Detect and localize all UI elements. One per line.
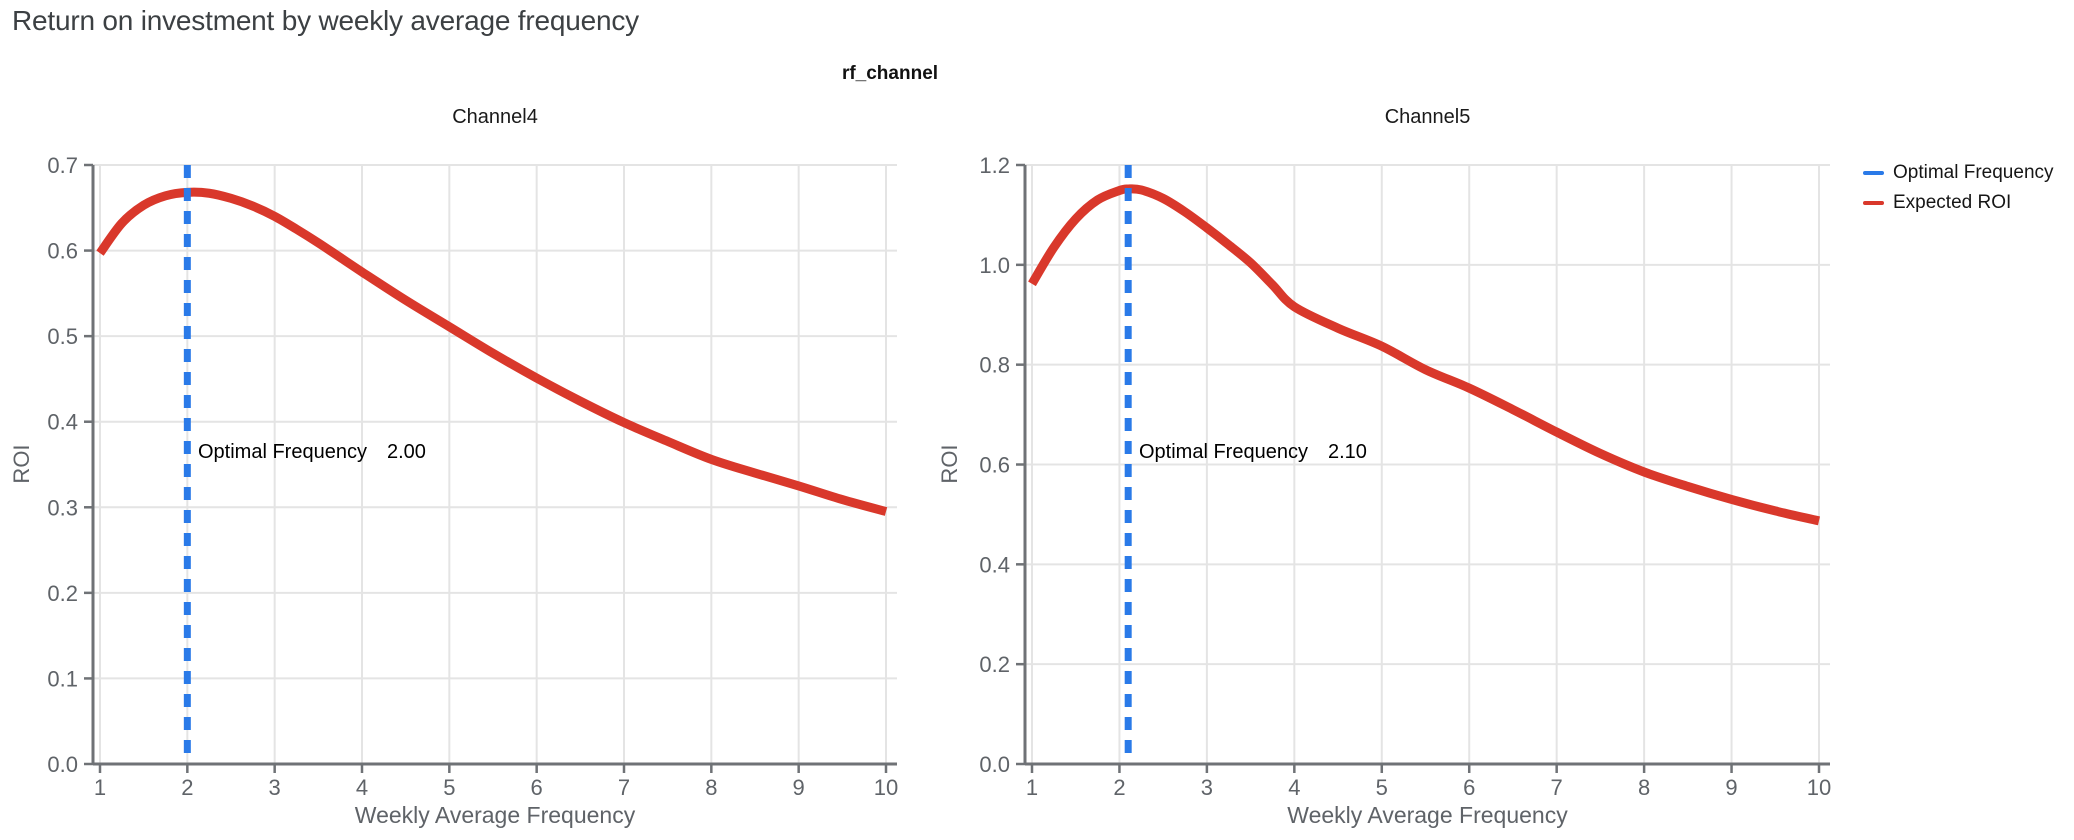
annotation-value: 2.10 [1327, 441, 1367, 463]
page-title: Return on investment by weekly average f… [12, 5, 639, 36]
optimal-frequency-line-icon [1863, 171, 1884, 175]
legend-item-optimal-frequency: Optimal Frequency [1863, 161, 2054, 185]
annotation-value: 2.00 [386, 441, 426, 463]
y-tick-label: 0.6 [979, 453, 1010, 478]
x-tick-label: 1 [1026, 775, 1038, 800]
legend-label: Optimal Frequency [1893, 162, 2054, 183]
y-tick-label: 0.7 [47, 153, 78, 178]
plot-area-channel4: 1 2 3 4 5 6 7 8 9 10 0.0 0.1 0.2 0.3 0.4 0.5 0.6 0.7 [47, 153, 898, 800]
optimal-frequency-annotation-channel5: Optimal Frequency 2.10 [1139, 441, 1367, 464]
y-tick-label: 0.2 [979, 652, 1010, 677]
legend-label: Expected ROI [1893, 192, 2012, 213]
annotation-label: Optimal Frequency [1139, 441, 1308, 463]
y-axis-label-channel4: ROI [9, 444, 34, 484]
x-tick-label: 10 [874, 775, 898, 800]
x-tick-label: 2 [1113, 775, 1125, 800]
facet-title: rf_channel [841, 63, 939, 84]
expected-roi-line [1028, 184, 1821, 526]
x-tick-label: 2 [181, 775, 193, 800]
x-tick-label: 5 [443, 775, 455, 800]
x-tick-label: 7 [1551, 775, 1563, 800]
x-tick-label: 6 [1463, 775, 1475, 800]
y-tick-label: 0.1 [47, 666, 78, 691]
x-tick-label: 8 [705, 775, 717, 800]
x-tick-label: 4 [1288, 775, 1300, 800]
legend: Optimal Frequency Expected ROI [1863, 161, 2054, 221]
y-tick-label: 0.5 [47, 324, 78, 349]
x-tick-label: 9 [793, 775, 805, 800]
x-tick-label: 7 [618, 775, 630, 800]
plot-area-channel5: 1 2 3 4 5 6 7 8 9 10 0.0 0.2 0.4 0.6 0.8 1.0 1.2 [979, 153, 1831, 800]
x-tick-label: 9 [1725, 775, 1737, 800]
x-tick-label: 6 [531, 775, 543, 800]
y-tick-label: 0.0 [979, 752, 1010, 777]
x-axis-label-channel4: Weekly Average Frequency [354, 802, 636, 828]
y-tick-label: 1.0 [979, 253, 1010, 278]
x-tick-label: 10 [1807, 775, 1831, 800]
y-tick-label: 0.0 [47, 752, 78, 777]
y-tick-label: 0.4 [47, 410, 78, 435]
x-tick-label: 5 [1376, 775, 1388, 800]
y-tick-label: 0.8 [979, 353, 1010, 378]
y-tick-label: 0.2 [47, 581, 78, 606]
y-axis-label-channel5: ROI [937, 444, 962, 484]
annotation-label: Optimal Frequency [198, 441, 367, 463]
chart-title-channel5: Channel5 [1384, 106, 1471, 128]
x-tick-label: 3 [1201, 775, 1213, 800]
legend-item-expected-roi: Expected ROI [1863, 191, 2054, 215]
y-tick-label: 0.6 [47, 239, 78, 264]
expected-roi-line-icon [1863, 201, 1884, 205]
y-tick-label: 0.4 [979, 552, 1010, 577]
y-tick-label: 1.2 [979, 153, 1010, 178]
chart-title-channel4: Channel4 [452, 106, 538, 128]
x-tick-label: 1 [94, 775, 106, 800]
x-tick-label: 3 [269, 775, 281, 800]
y-tick-label: 0.3 [47, 495, 78, 520]
x-tick-label: 4 [356, 775, 368, 800]
x-axis-label-channel5: Weekly Average Frequency [1287, 802, 1568, 828]
x-tick-label: 8 [1638, 775, 1650, 800]
optimal-frequency-annotation-channel4: Optimal Frequency 2.00 [198, 441, 426, 464]
